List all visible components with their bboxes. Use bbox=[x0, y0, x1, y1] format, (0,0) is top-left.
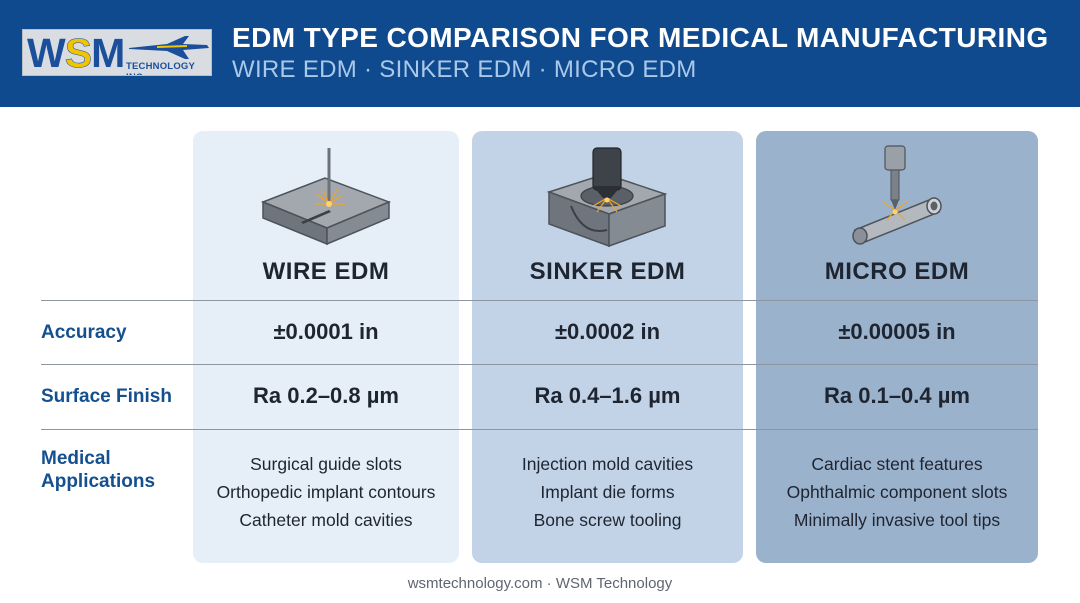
row-divider bbox=[41, 429, 1038, 430]
row-divider bbox=[41, 300, 1038, 301]
applications-micro-edm: Cardiac stent features Ophthalmic compon… bbox=[756, 450, 1038, 534]
applications-sinker-edm: Injection mold cavities Implant die form… bbox=[472, 450, 743, 534]
list-item: Cardiac stent features bbox=[811, 454, 983, 474]
accuracy-sinker-edm: ±0.0002 in bbox=[554, 319, 661, 344]
logo-wordmark: WSM bbox=[27, 30, 125, 76]
list-item: Catheter mold cavities bbox=[239, 510, 413, 530]
applications-wire-edm: Surgical guide slots Orthopedic implant … bbox=[193, 450, 459, 534]
page-subtitle: WIRE EDM · SINKER EDM · MICRO EDM bbox=[232, 56, 697, 83]
page-title: EDM TYPE COMPARISON FOR MEDICAL MANUFACT… bbox=[232, 22, 1049, 53]
sinker-edm-illustration-icon bbox=[546, 147, 668, 248]
column-title-micro-edm: MICRO EDM bbox=[824, 258, 970, 285]
surface-finish-micro-edm: Ra 0.1–0.4 µm bbox=[824, 383, 970, 408]
column-title-sinker-edm: SINKER EDM bbox=[529, 258, 686, 285]
jet-icon bbox=[129, 36, 209, 59]
wsm-logo: WSM TECHNOLOGY INC. bbox=[22, 29, 212, 76]
logo-subtext: TECHNOLOGY INC. bbox=[126, 61, 195, 75]
header-bar: WSM TECHNOLOGY INC. EDM TYPE COMPARISON … bbox=[0, 0, 1080, 107]
row-label-accuracy: Accuracy bbox=[41, 322, 127, 343]
list-item: Surgical guide slots bbox=[250, 454, 402, 474]
surface-finish-sinker-edm: Ra 0.4–1.6 µm bbox=[534, 383, 681, 408]
row-label-line: Medical bbox=[41, 448, 111, 469]
column-title-wire-edm: WIRE EDM bbox=[262, 258, 390, 285]
row-divider bbox=[41, 364, 1038, 365]
list-item: Injection mold cavities bbox=[521, 454, 694, 474]
accuracy-wire-edm: ±0.0001 in bbox=[273, 319, 379, 344]
surface-finish-wire-edm: Ra 0.2–0.8 µm bbox=[253, 383, 399, 408]
micro-edm-illustration-icon bbox=[852, 145, 942, 245]
row-label-surface-finish: Surface Finish bbox=[41, 386, 172, 407]
list-item: Ophthalmic component slots bbox=[786, 482, 1008, 502]
list-item: Orthopedic implant contours bbox=[216, 482, 436, 502]
row-label-medical-applications: Medical Applications bbox=[41, 447, 155, 493]
row-label-line: Applications bbox=[41, 471, 156, 492]
accuracy-micro-edm: ±0.00005 in bbox=[838, 319, 956, 344]
wire-edm-illustration-icon bbox=[260, 148, 392, 246]
footer-credit: wsmtechnology.com · WSM Technology bbox=[407, 575, 673, 592]
list-item: Implant die forms bbox=[540, 482, 675, 502]
list-item: Bone screw tooling bbox=[533, 510, 682, 530]
list-item: Minimally invasive tool tips bbox=[793, 510, 1001, 530]
